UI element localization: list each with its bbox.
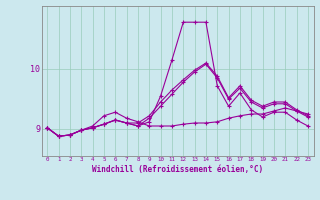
X-axis label: Windchill (Refroidissement éolien,°C): Windchill (Refroidissement éolien,°C) (92, 165, 263, 174)
